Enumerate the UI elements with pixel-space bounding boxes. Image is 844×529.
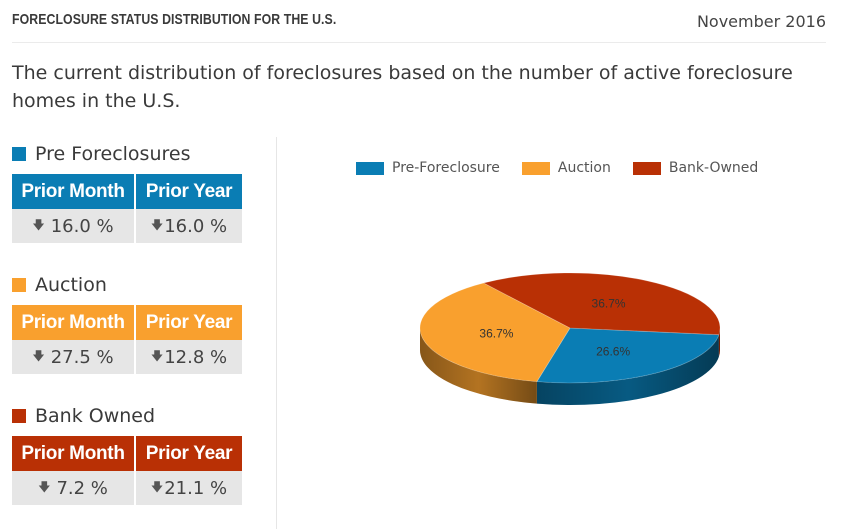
pie-slice-bank-owned[interactable] [482,272,721,336]
prior-year-header: Prior Year [134,436,242,471]
page-title: FORECLOSURE STATUS DISTRIBUTION FOR THE … [12,11,337,28]
bank-owned-title: Bank Owned [12,404,242,428]
legend-swatch-auction [521,161,550,175]
pre-foreclosures-table-row: 🡇 16.0 % 🡇 16.0 % [12,209,242,243]
prior-year-value: 21.1 % [164,477,228,499]
prior-year-value: 16.0 % [164,215,228,237]
pie-label-pre-foreclosure: 26.6% [596,344,630,358]
prior-month-cell: 🡇 16.0 % [12,209,134,243]
pre-foreclosures-title: Pre Foreclosures [12,142,242,166]
prior-year-header: Prior Year [134,174,242,209]
auction-table-row: 🡇 27.5 % 🡇 12.8 % [12,340,242,374]
chart-legend: Pre-Foreclosure Auction Bank-Owned [356,160,780,176]
pie-tops [419,272,721,384]
report-date: November 2016 [696,12,826,31]
auction-label: Auction [35,274,107,296]
prior-month-value: 16.0 % [50,215,114,237]
pie-label-auction: 36.7% [479,327,513,341]
pie-chart: 26.6% 36.7% 36.7% [419,272,721,405]
down-arrow-icon: 🡇 [32,348,45,363]
pie-side-shading [420,328,537,404]
prior-year-cell: 🡇 16.0 % [134,209,242,243]
pie-side-shading [718,328,720,357]
legend-item-pre-foreclosure[interactable]: Pre-Foreclosure [356,160,500,176]
bank-owned-table-header: Prior Month Prior Year [12,436,242,471]
prior-year-cell: 🡇 21.1 % [134,471,242,505]
pre-foreclosures-group: Pre Foreclosures Prior Month Prior Year … [12,142,242,243]
down-arrow-icon: 🡇 [32,217,45,232]
legend-swatch-bank-owned [632,161,661,175]
bank-owned-group: Bank Owned Prior Month Prior Year 🡇 7.2 %… [12,404,242,505]
bank-owned-swatch [12,409,26,423]
legend-swatch-pre-foreclosure [356,161,384,175]
prior-month-value: 7.2 % [56,477,108,499]
prior-month-header: Prior Month [21,311,125,333]
page-description: The current distribution of foreclosures… [12,62,793,112]
prior-month-header: Prior Month [21,442,125,464]
pre-foreclosures-swatch [12,147,26,161]
prior-month-value: 27.5 % [50,346,114,368]
prior-month-cell: 🡇 27.5 % [12,340,134,374]
prior-year-header: Prior Year [134,305,242,340]
pie-slice-pre-foreclosure[interactable] [536,327,720,384]
pre-foreclosures-label: Pre Foreclosures [35,143,191,165]
pie-label-bank-owned: 36.7% [592,296,626,310]
down-arrow-icon: 🡇 [150,479,164,494]
legend-item-auction[interactable]: Auction [521,160,611,176]
bank-owned-label: Bank Owned [35,405,156,427]
down-arrow-icon: 🡇 [150,217,164,232]
down-arrow-icon: 🡇 [150,348,164,363]
header-divider [12,42,826,43]
prior-month-header: Prior Month [21,180,125,202]
prior-month-cell: 🡇 7.2 % [12,471,134,505]
pie-slice-auction[interactable] [419,282,571,383]
legend-label-pre-foreclosure: Pre-Foreclosure [392,160,500,176]
pie-side-shading [536,334,719,405]
legend-label-auction: Auction [557,160,611,176]
auction-table-header: Prior Month Prior Year [12,305,242,340]
prior-year-cell: 🡇 12.8 % [134,340,242,374]
bank-owned-table-row: 🡇 7.2 % 🡇 21.1 % [12,471,242,505]
auction-group: Auction Prior Month Prior Year 🡇 27.5 % 🡇… [12,273,242,374]
column-divider [276,137,277,529]
pie-sides [420,328,720,405]
auction-swatch [12,278,26,292]
legend-item-bank-owned[interactable]: Bank-Owned [632,160,759,176]
down-arrow-icon: 🡇 [38,479,51,494]
legend-label-bank-owned: Bank-Owned [668,160,759,176]
pie-labels: 26.6% 36.7% 36.7% [479,296,630,358]
prior-year-value: 12.8 % [164,346,228,368]
pre-foreclosures-table-header: Prior Month Prior Year [12,174,242,209]
auction-title: Auction [12,273,242,297]
